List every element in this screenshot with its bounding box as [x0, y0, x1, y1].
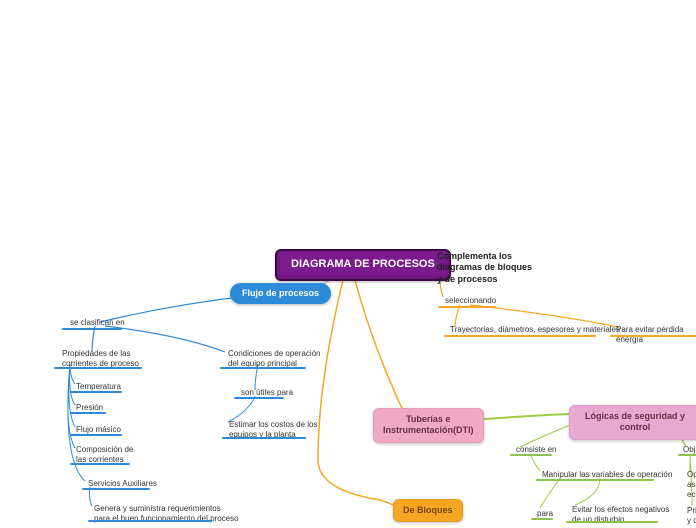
tuberias-l2: Instrumentación(DTI) — [383, 425, 474, 436]
para-evitar-ul — [610, 335, 696, 337]
tuberias-l1: Tuberías e — [383, 414, 474, 425]
logicas-label: Lógicas de seguridad y control — [585, 411, 685, 432]
genera-text: Genera y suministra requerimientos para … — [94, 504, 239, 526]
bloques-label: De Bloques — [403, 505, 453, 515]
objetivos-ul — [678, 454, 696, 456]
manipular-ul — [536, 479, 654, 481]
flujo-label: Flujo de procesos — [242, 288, 319, 298]
evitar-ul — [566, 521, 658, 523]
utiles-ul — [234, 397, 284, 399]
composicion-ul — [70, 463, 130, 465]
logicas-node[interactable]: Lógicas de seguridad y control — [569, 405, 696, 440]
priorizar-text: Prior y de — [687, 506, 696, 528]
temperatura-ul — [70, 391, 122, 393]
trayectorias-ul — [444, 335, 596, 337]
estimar-ul — [222, 437, 306, 439]
se-clasifican-ul — [62, 328, 122, 330]
genera-ul — [88, 520, 212, 522]
servicios-ul — [82, 488, 150, 490]
complementa-text: Complementa los diagramas de bloques y d… — [437, 251, 532, 285]
root-node[interactable]: DIAGRAMA DE PROCESOS — [275, 249, 451, 281]
bloques-node[interactable]: De Bloques — [393, 499, 463, 522]
flujo-masico-ul — [70, 434, 122, 436]
consiste-ul — [510, 454, 552, 456]
evitar-text: Evitar los efectos negativos de un distu… — [572, 505, 669, 527]
condiciones-ul — [220, 367, 306, 369]
flujo-node[interactable]: Flujo de procesos — [230, 283, 331, 304]
operar-text: Operar asegu econ — [687, 470, 696, 502]
presion-ul — [70, 412, 106, 414]
tuberias-node[interactable]: Tuberías e Instrumentación(DTI) — [373, 408, 484, 443]
propiedades-ul — [54, 367, 142, 369]
seleccionando-ul — [438, 306, 496, 308]
root-label: DIAGRAMA DE PROCESOS — [291, 258, 435, 270]
